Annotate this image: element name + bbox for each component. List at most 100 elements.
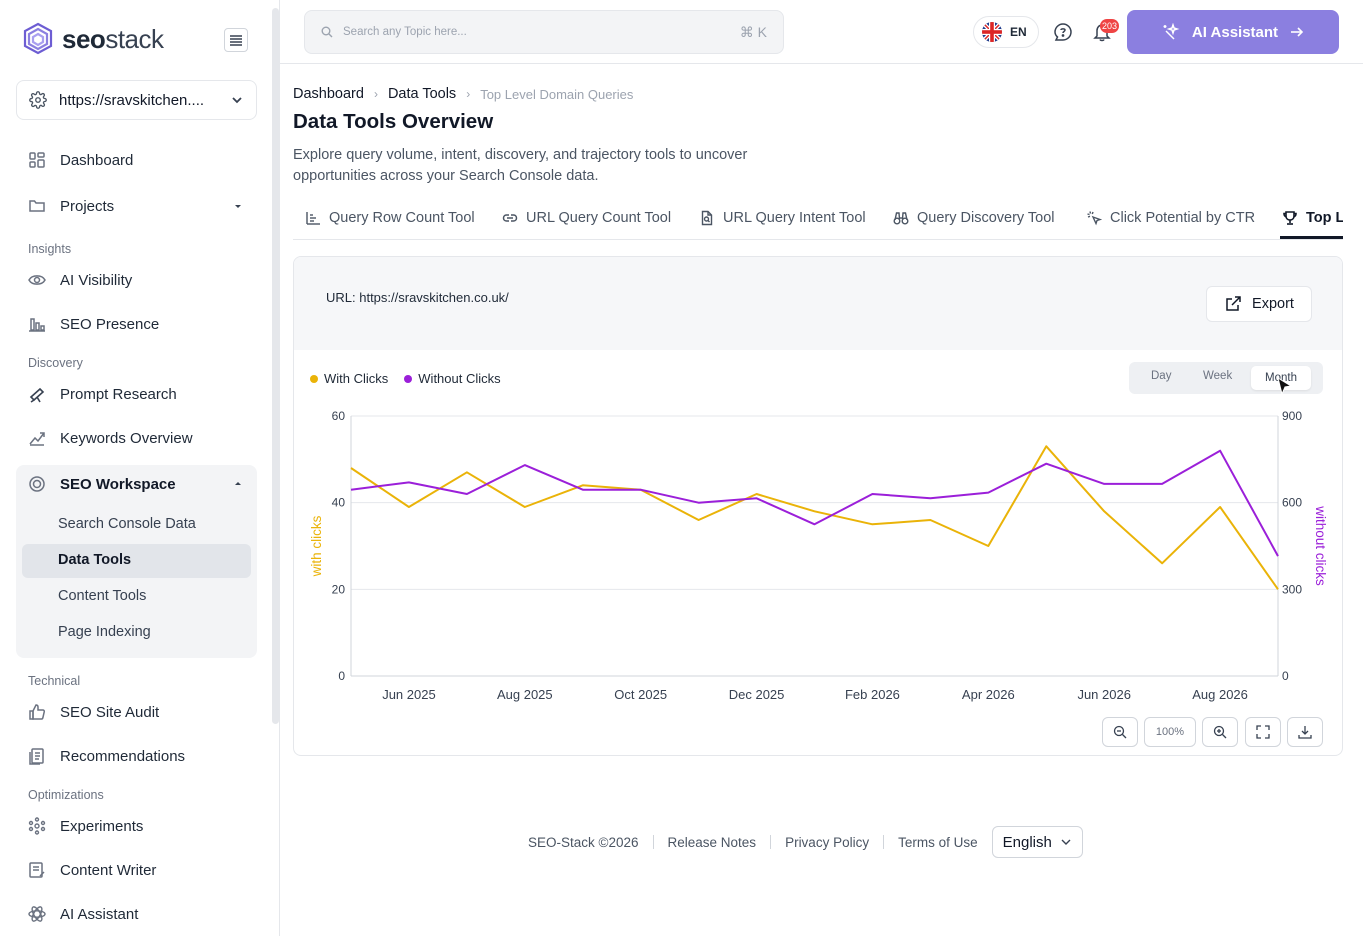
menu-icon xyxy=(230,35,242,46)
x-tick-label: Jun 2026 xyxy=(1077,687,1131,702)
search-input[interactable]: Search any Topic here... ⌘ K xyxy=(304,10,784,54)
chevron-down-icon xyxy=(232,97,242,104)
arrow-right-icon xyxy=(1291,27,1304,37)
legend-item-with-clicks[interactable]: With Clicks xyxy=(310,371,388,386)
sidebar-item-label: Experiments xyxy=(60,817,144,835)
period-week-button[interactable]: Week xyxy=(1203,370,1233,382)
tab-url-query-intent[interactable]: URL Query Intent Tool xyxy=(699,210,866,226)
tab-label: URL Query Intent Tool xyxy=(723,210,866,226)
dashboard-icon xyxy=(29,152,45,168)
folder-icon xyxy=(29,200,45,212)
zoom-level[interactable]: 100% xyxy=(1144,717,1196,747)
chart-legend: With Clicks Without Clicks xyxy=(310,371,501,386)
sidebar-scrollbar[interactable] xyxy=(272,8,279,724)
telescope-icon xyxy=(29,387,45,403)
y-left-tick-label: 0 xyxy=(338,669,345,683)
x-tick-label: Dec 2025 xyxy=(729,687,785,702)
url-label: URL: https://sravskitchen.co.uk/ xyxy=(326,290,509,305)
tab-click-potential[interactable]: Click Potential by CTR xyxy=(1086,210,1255,226)
y-right-tick-label: 900 xyxy=(1282,409,1302,423)
ai-assistant-button[interactable]: AI Assistant xyxy=(1127,10,1339,54)
search-shortcut: ⌘ K xyxy=(739,23,767,40)
series-line-with-clicks xyxy=(350,445,1279,590)
tab-label: URL Query Count Tool xyxy=(526,210,672,226)
sidebar-item-label: Recommendations xyxy=(60,747,186,765)
sidebar-active-highlight xyxy=(22,544,251,578)
sidebar: seostack https://sravskitchen.... Dashbo… xyxy=(0,0,272,936)
sidebar-item-label: Prompt Research xyxy=(60,385,177,403)
sidebar-item-seo-workspace[interactable]: SEO Workspace xyxy=(28,472,243,496)
sidebar-item-ai-visibility[interactable]: AI Visibility xyxy=(28,268,132,292)
tab-url-query-count[interactable]: URL Query Count Tool xyxy=(502,210,671,226)
breadcrumb-dashboard[interactable]: Dashboard xyxy=(293,86,364,102)
privacy-policy-link[interactable]: Privacy Policy xyxy=(785,834,870,850)
y-right-tick-label: 300 xyxy=(1282,582,1302,596)
sidebar-item-keywords-overview[interactable]: Keywords Overview xyxy=(28,426,193,450)
sidebar-item-recommendations[interactable]: Recommendations xyxy=(28,744,185,768)
chevron-right-icon: › xyxy=(466,87,471,101)
sidebar-item-label: SEO Presence xyxy=(60,315,160,333)
page-description: Explore query volume, intent, discovery,… xyxy=(293,147,748,184)
sidebar-subitem-page-indexing[interactable]: Page Indexing xyxy=(58,624,151,640)
zoom-out-icon xyxy=(1113,725,1127,739)
chart-card: URL: https://sravskitchen.co.uk/ Export … xyxy=(293,256,1343,756)
section-label-discovery: Discovery xyxy=(28,356,83,370)
documents-icon xyxy=(29,748,44,765)
sidebar-subitem-data-tools[interactable]: Data Tools xyxy=(58,552,132,568)
sidebar-item-label: AI Assistant xyxy=(60,905,139,923)
ai-assistant-label: AI Assistant xyxy=(1191,23,1279,41)
footer: SEO-Stack ©2026 Release Notes Privacy Po… xyxy=(528,826,1083,858)
tab-top-level[interactable]: Top Level xyxy=(1282,210,1343,226)
sidebar-toggle-button[interactable] xyxy=(224,28,248,52)
help-button[interactable] xyxy=(1051,20,1075,44)
legend-label: Without Clicks xyxy=(418,371,501,386)
period-day-button[interactable]: Day xyxy=(1151,370,1172,382)
bar-chart-icon xyxy=(306,212,320,225)
sidebar-item-ai-assistant[interactable]: AI Assistant xyxy=(28,902,138,926)
sparkle-icon xyxy=(1163,23,1180,40)
target-icon xyxy=(29,476,45,492)
tab-query-row-count[interactable]: Query Row Count Tool xyxy=(305,210,475,226)
x-tick-label: Oct 2025 xyxy=(614,687,667,702)
sidebar-item-label: Projects xyxy=(60,197,115,215)
breadcrumb-data-tools[interactable]: Data Tools xyxy=(387,86,457,102)
export-button[interactable]: Export xyxy=(1206,286,1312,322)
help-icon xyxy=(1054,23,1072,41)
sidebar-divider xyxy=(279,0,280,936)
sidebar-item-dashboard[interactable]: Dashboard xyxy=(28,148,133,172)
sidebar-item-label: SEO Workspace xyxy=(60,475,176,493)
legend-item-without-clicks[interactable]: Without Clicks xyxy=(404,371,501,386)
copyright-text: SEO-Stack ©2026 xyxy=(528,834,639,850)
download-button[interactable] xyxy=(1287,717,1323,747)
sidebar-subitem-content-tools[interactable]: Content Tools xyxy=(58,588,147,604)
sidebar-item-content-writer[interactable]: Content Writer xyxy=(28,858,156,882)
zoom-out-button[interactable] xyxy=(1102,717,1138,747)
sidebar-item-experiments[interactable]: Experiments xyxy=(28,814,143,838)
language-select[interactable]: English xyxy=(991,826,1083,858)
caret-down-icon xyxy=(235,205,241,208)
y-right-tick-label: 0 xyxy=(1282,669,1289,683)
sidebar-item-projects[interactable]: Projects xyxy=(28,194,243,218)
molecule-icon xyxy=(28,817,46,835)
sidebar-subitem-search-console-data[interactable]: Search Console Data xyxy=(58,516,196,532)
release-notes-link[interactable]: Release Notes xyxy=(667,834,757,850)
y-left-tick-label: 40 xyxy=(332,496,346,510)
active-tab-indicator xyxy=(1280,236,1343,239)
eye-icon xyxy=(28,275,46,285)
language-switcher[interactable]: EN xyxy=(973,16,1039,48)
breadcrumb-current: Top Level Domain Queries xyxy=(480,86,634,102)
y-left-tick-label: 20 xyxy=(332,582,346,596)
zoom-in-button[interactable] xyxy=(1202,717,1238,747)
terms-of-use-link[interactable]: Terms of Use xyxy=(898,834,978,850)
fullscreen-button[interactable] xyxy=(1245,717,1281,747)
site-selector[interactable]: https://sravskitchen.... xyxy=(16,80,257,120)
sidebar-item-seo-presence[interactable]: SEO Presence xyxy=(28,312,159,336)
sidebar-item-seo-site-audit[interactable]: SEO Site Audit xyxy=(28,700,159,724)
file-search-icon xyxy=(701,210,713,226)
tab-label: Query Discovery Tool xyxy=(917,210,1055,226)
brand-logo[interactable]: seostack xyxy=(22,22,164,56)
tab-query-discovery[interactable]: Query Discovery Tool xyxy=(893,210,1055,226)
brand-name-light: stack xyxy=(105,23,164,54)
period-month-button[interactable]: Month xyxy=(1251,366,1311,390)
sidebar-item-prompt-research[interactable]: Prompt Research xyxy=(28,382,177,406)
